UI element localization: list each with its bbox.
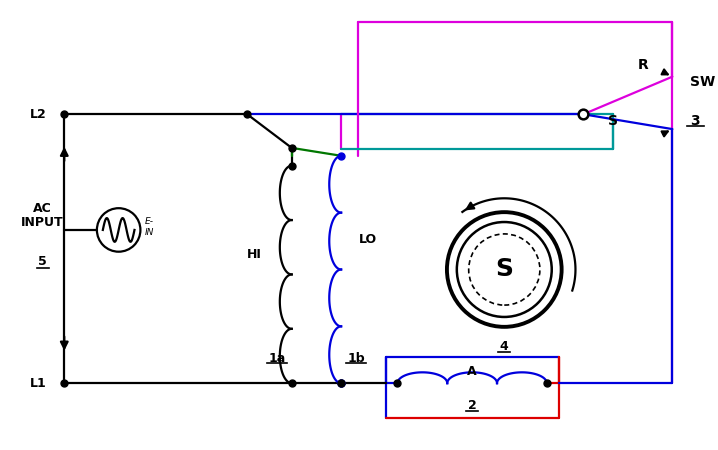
- Bar: [530, 288, 536, 293]
- Bar: [513, 301, 518, 306]
- Bar: [472, 246, 478, 252]
- Text: R: R: [638, 58, 648, 72]
- Bar: [466, 266, 472, 272]
- Text: S: S: [608, 114, 618, 128]
- Text: 3: 3: [690, 114, 700, 128]
- Text: 5: 5: [38, 255, 47, 268]
- Text: E-
IN: E- IN: [144, 217, 154, 237]
- Text: AC
INPUT: AC INPUT: [22, 202, 64, 229]
- Bar: [490, 301, 496, 306]
- Bar: [530, 246, 536, 252]
- Bar: [537, 266, 543, 272]
- Text: 1a: 1a: [269, 352, 286, 365]
- Text: 2: 2: [467, 400, 477, 413]
- Bar: [472, 288, 478, 293]
- Text: S: S: [495, 257, 513, 282]
- Bar: [490, 233, 496, 238]
- Text: A: A: [467, 365, 477, 378]
- Text: L2: L2: [29, 108, 47, 121]
- Text: 4: 4: [500, 340, 508, 353]
- Text: 1b: 1b: [347, 352, 365, 365]
- Text: LO: LO: [359, 234, 377, 246]
- Text: SW: SW: [690, 75, 715, 89]
- Bar: [513, 233, 518, 238]
- Text: L1: L1: [29, 377, 47, 390]
- Text: HI: HI: [247, 248, 262, 261]
